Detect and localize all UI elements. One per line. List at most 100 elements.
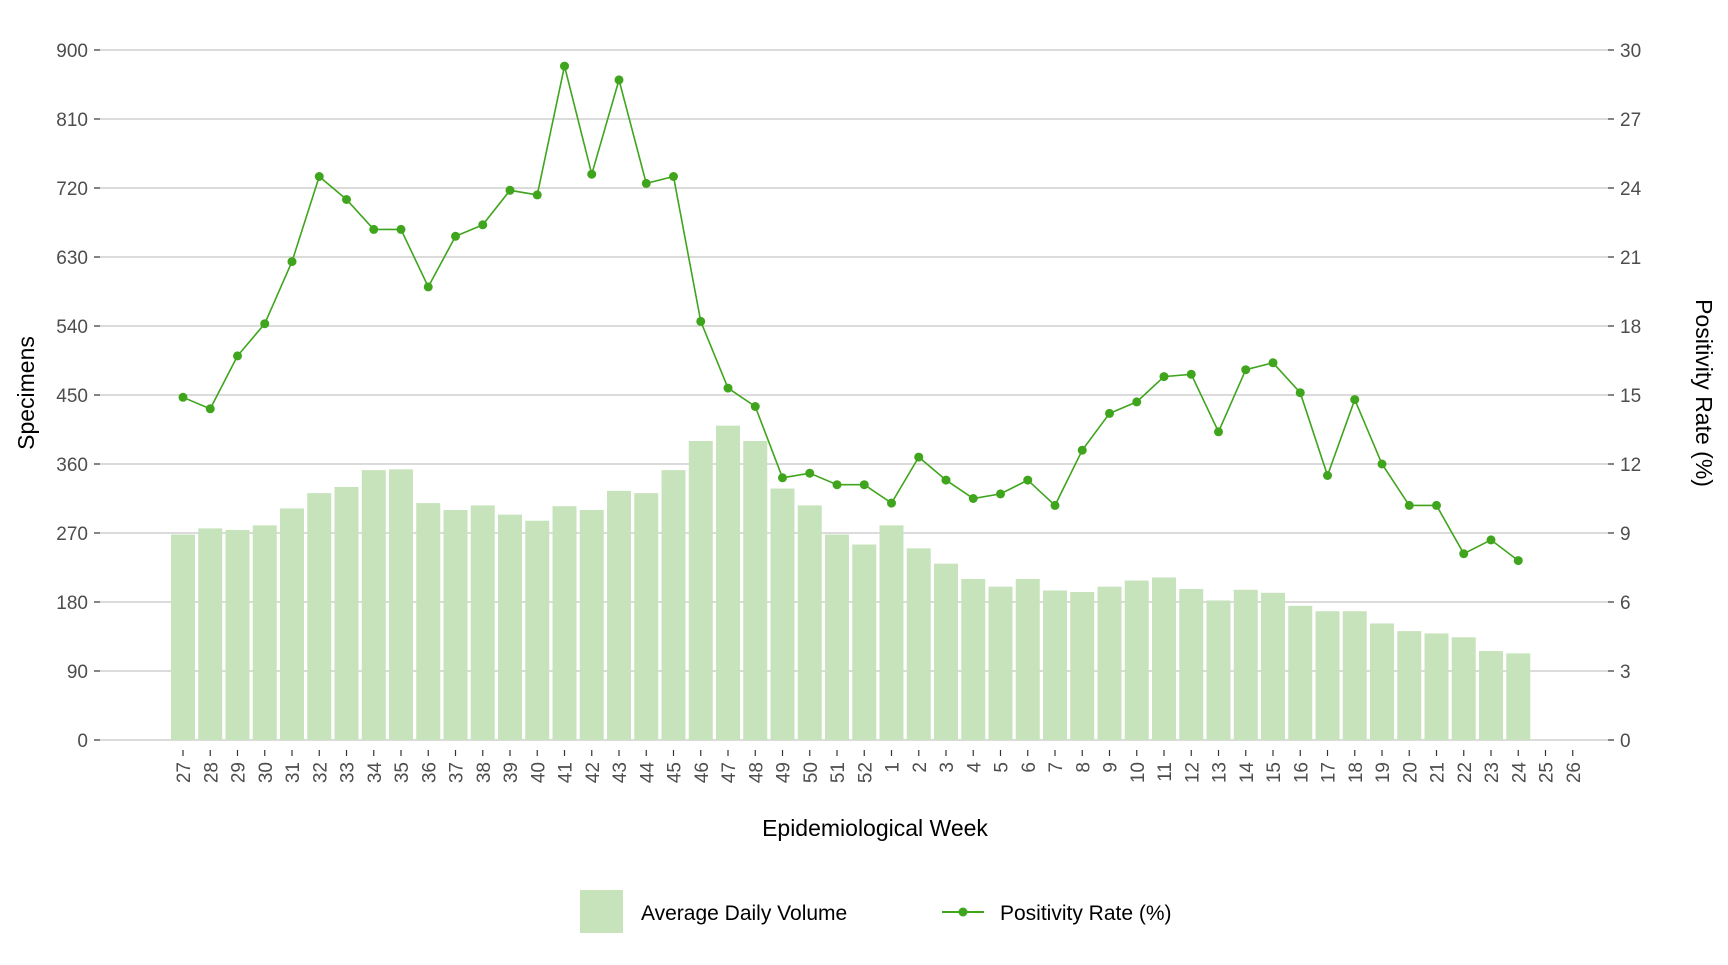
line-point bbox=[1459, 549, 1469, 559]
right-tick-label: 15 bbox=[1620, 386, 1641, 407]
x-tick-label: 22 bbox=[1455, 762, 1476, 783]
bar bbox=[1424, 633, 1449, 740]
line-point bbox=[178, 392, 188, 402]
line-point bbox=[1241, 365, 1251, 375]
line-point bbox=[205, 404, 215, 414]
bar bbox=[1097, 586, 1122, 740]
legend-bar-label: Average Daily Volume bbox=[641, 902, 847, 925]
legend-line-marker bbox=[958, 907, 968, 917]
bar bbox=[552, 506, 577, 740]
line-point bbox=[887, 498, 896, 508]
line-point bbox=[723, 383, 733, 393]
left-tick-label: 450 bbox=[56, 386, 88, 407]
left-tick-label: 90 bbox=[67, 662, 88, 683]
legend-line-label: Positivity Rate (%) bbox=[1000, 902, 1172, 925]
right-tick-label: 30 bbox=[1620, 41, 1641, 62]
legend: Average Daily Volume Positivity Rate (%) bbox=[580, 890, 1172, 933]
line-point bbox=[832, 480, 842, 490]
bar bbox=[825, 534, 849, 740]
bar bbox=[1179, 588, 1204, 740]
line-point bbox=[260, 319, 270, 329]
line-point bbox=[1268, 358, 1278, 368]
line-point bbox=[287, 257, 297, 267]
bar bbox=[280, 508, 304, 740]
bar bbox=[934, 563, 958, 740]
bar bbox=[961, 579, 986, 740]
x-tick-label: 27 bbox=[174, 762, 195, 783]
x-tick-label: 17 bbox=[1319, 762, 1340, 783]
right-y-axis: 0 3 6 9 12 15 18 21 24 27 30 bbox=[1608, 41, 1642, 752]
x-tick-label: 52 bbox=[855, 762, 876, 783]
line-point bbox=[805, 468, 815, 478]
x-tick-label: 3 bbox=[937, 762, 958, 773]
line-point bbox=[342, 195, 351, 204]
bar bbox=[1152, 577, 1176, 740]
line-point bbox=[478, 220, 488, 230]
x-tick-label: 4 bbox=[964, 762, 985, 773]
x-tick-label: 43 bbox=[610, 762, 631, 783]
line-point bbox=[968, 494, 978, 503]
line-point bbox=[1432, 500, 1441, 510]
line-point bbox=[1105, 408, 1114, 418]
x-tick-label: 45 bbox=[665, 762, 686, 783]
x-tick-label: 40 bbox=[528, 762, 549, 783]
line-point bbox=[505, 185, 515, 195]
line-point bbox=[914, 452, 924, 462]
bar bbox=[1043, 590, 1067, 740]
line-point bbox=[369, 224, 379, 234]
x-tick-label: 1 bbox=[883, 762, 904, 773]
x-tick-label: 24 bbox=[1509, 762, 1530, 784]
x-tick-label: 41 bbox=[556, 762, 577, 783]
bar bbox=[988, 586, 1013, 740]
x-tick-label: 49 bbox=[774, 762, 795, 783]
bar bbox=[307, 493, 332, 740]
bar bbox=[1370, 623, 1394, 740]
x-tick-label: 31 bbox=[283, 762, 304, 783]
bar bbox=[688, 441, 713, 740]
x-tick-label: 30 bbox=[256, 762, 277, 783]
line-point bbox=[614, 75, 624, 85]
x-tick-label: 47 bbox=[719, 762, 740, 783]
x-tick-label: 34 bbox=[365, 762, 386, 784]
left-tick-label: 900 bbox=[56, 41, 88, 62]
x-tick-label: 25 bbox=[1537, 762, 1558, 783]
positivity-line bbox=[182, 65, 1519, 562]
x-tick-label: 10 bbox=[1128, 762, 1149, 783]
x-tick-label: 20 bbox=[1400, 762, 1421, 783]
x-tick-label: 42 bbox=[583, 762, 604, 783]
bar bbox=[252, 525, 277, 740]
line-point bbox=[396, 224, 406, 234]
x-tick-label: 7 bbox=[1046, 762, 1067, 773]
x-tick-label: 21 bbox=[1428, 762, 1449, 783]
line-point bbox=[233, 351, 242, 361]
x-tick-label: 14 bbox=[1237, 762, 1258, 784]
bar bbox=[1070, 592, 1095, 740]
line-point bbox=[1350, 395, 1360, 405]
bar bbox=[716, 425, 740, 740]
line-point bbox=[696, 316, 706, 326]
right-tick-label: 3 bbox=[1620, 662, 1631, 683]
bar bbox=[1342, 611, 1367, 740]
bar bbox=[852, 544, 877, 740]
line-series bbox=[178, 61, 1523, 566]
bar bbox=[770, 488, 795, 740]
bar bbox=[470, 505, 495, 740]
line-point bbox=[1486, 535, 1496, 545]
x-tick-label: 35 bbox=[392, 762, 413, 783]
line-point bbox=[669, 172, 678, 181]
line-point bbox=[1214, 427, 1223, 437]
bar bbox=[1288, 605, 1313, 740]
left-tick-label: 720 bbox=[56, 179, 88, 200]
bar bbox=[498, 514, 522, 740]
line-point bbox=[587, 169, 597, 179]
bar bbox=[334, 487, 359, 740]
bar bbox=[525, 520, 550, 740]
right-tick-label: 12 bbox=[1620, 455, 1641, 476]
bar bbox=[1397, 631, 1422, 740]
x-tick-label: 9 bbox=[1101, 762, 1122, 773]
bar bbox=[443, 510, 468, 740]
legend-bar-swatch bbox=[580, 890, 623, 933]
bar bbox=[661, 470, 686, 740]
line-point bbox=[314, 172, 324, 181]
